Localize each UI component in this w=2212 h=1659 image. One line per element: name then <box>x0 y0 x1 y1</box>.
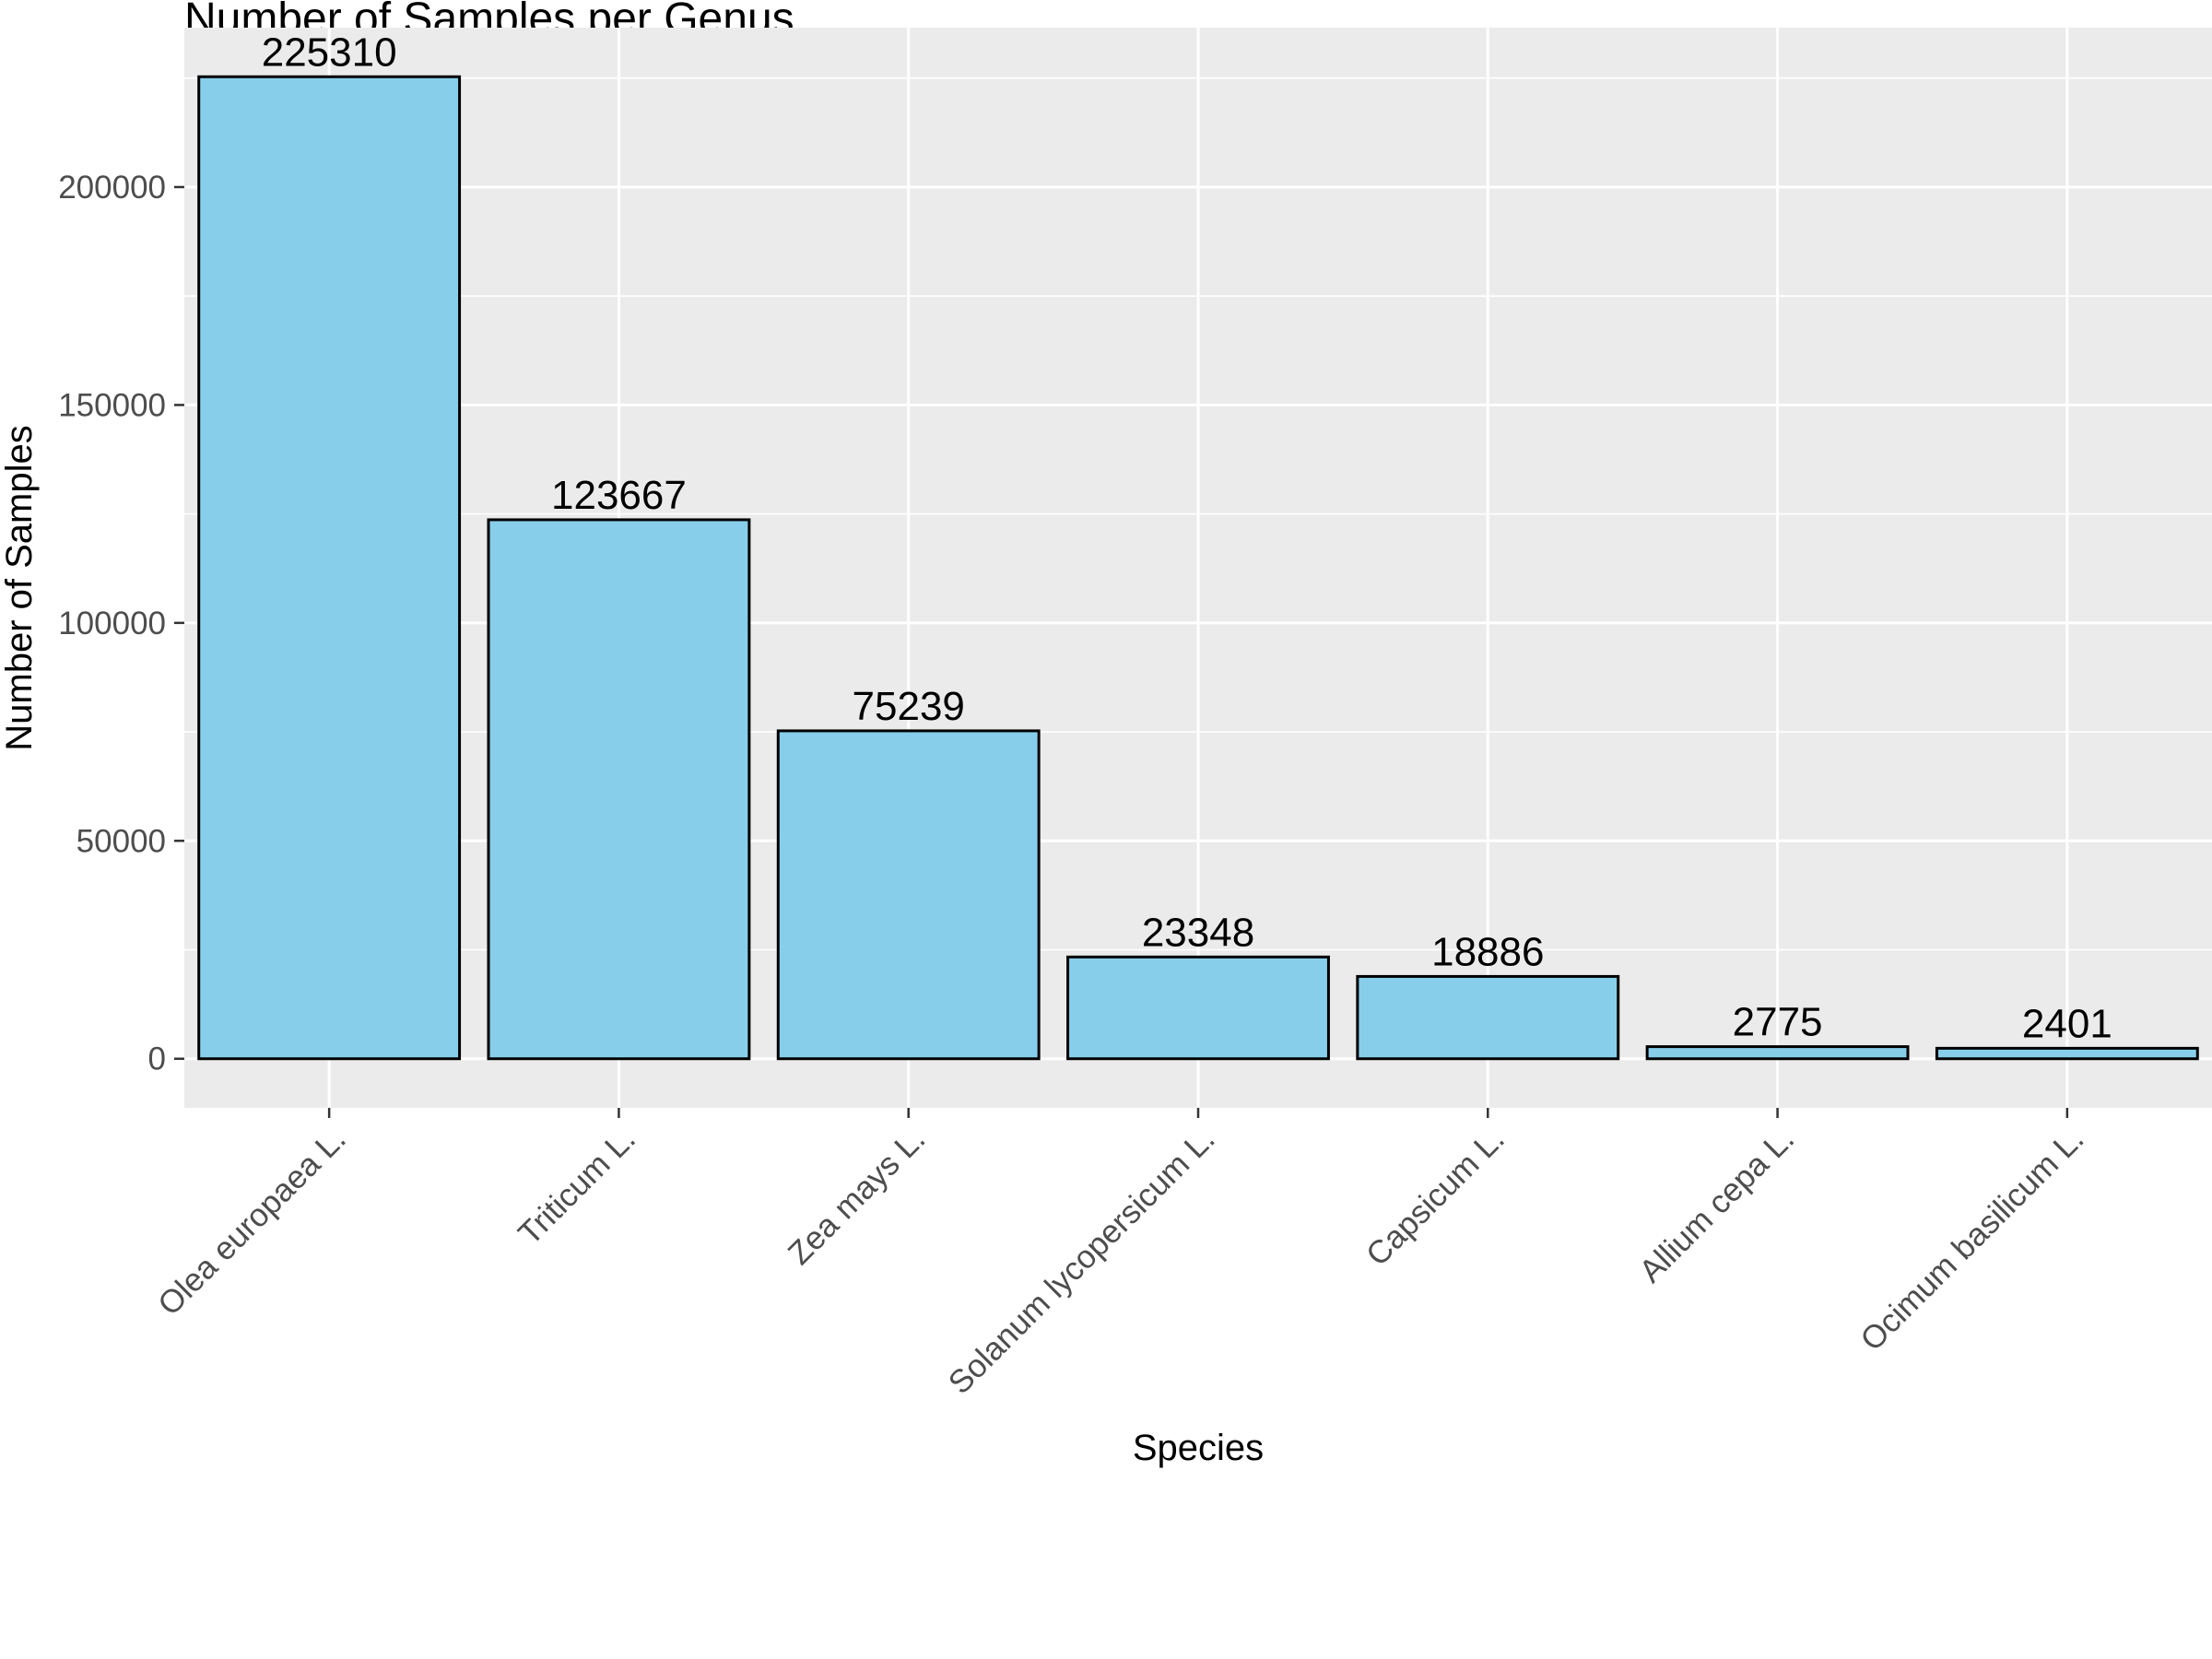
bar-value-label: 2775 <box>1733 1000 1823 1045</box>
bar <box>1935 1046 2199 1061</box>
y-tick-label: 0 <box>148 1041 166 1077</box>
x-axis-title: Species <box>1133 1428 1264 1468</box>
data-labels: 225310 123667 75239 23348 18886 2775 2401 <box>262 29 2112 1046</box>
y-tick-label: 150000 <box>58 387 166 423</box>
bar-value-label: 75239 <box>853 684 965 729</box>
y-axis: 0 50000 100000 150000 200000 <box>58 170 184 1077</box>
bar <box>776 729 1041 1061</box>
y-tick-label: 50000 <box>76 823 166 859</box>
bar <box>1066 955 1330 1061</box>
bar-value-label: 225310 <box>262 29 397 75</box>
bar-value-label: 2401 <box>2022 1001 2112 1046</box>
y-tick-label: 200000 <box>58 170 166 206</box>
y-axis-title: Number of Samples <box>0 425 40 750</box>
bar <box>1645 1045 1910 1061</box>
bar <box>1356 974 1620 1061</box>
bars <box>197 75 2199 1061</box>
bar-value-label: 23348 <box>1142 910 1254 955</box>
bar <box>197 75 462 1061</box>
bar <box>487 518 751 1061</box>
bar-value-label: 123667 <box>551 473 687 518</box>
y-tick-label: 100000 <box>58 606 166 641</box>
bar-value-label: 18886 <box>1431 929 1544 974</box>
